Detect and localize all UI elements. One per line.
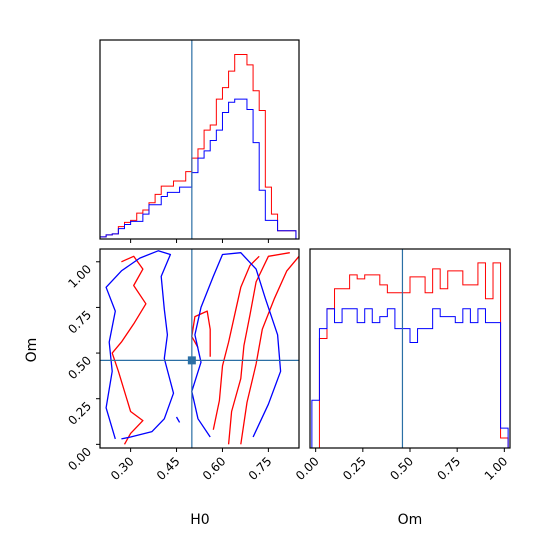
- om-xtick-label-0: 0.00: [293, 454, 322, 483]
- contour-y-ticks: 0.00 0.25 0.50 0.75 1.00: [65, 261, 100, 474]
- contour-ytick-label-0: 0.00: [65, 445, 94, 474]
- om-xtick-label-1: 0.25: [340, 454, 369, 483]
- om-marginal-ticks: 0.00 0.25 0.50 0.75 1.00: [293, 448, 510, 483]
- om-histogram-series-0: [311, 262, 509, 448]
- x-axis-label-om: Om: [398, 512, 423, 528]
- contour-series-1-line-2: [175, 416, 181, 423]
- om-histogram-marks: [311, 249, 509, 448]
- contour-series-0-line-4: [191, 310, 211, 357]
- contour-ytick-label-2: 0.50: [65, 353, 94, 382]
- contour-marks: [100, 249, 299, 448]
- contour-frame: [99, 248, 300, 449]
- om-xtick-label-4: 1.00: [482, 454, 511, 483]
- y-axis-label-om: Om: [24, 338, 40, 363]
- h0-marginal-panel: [99, 39, 300, 243]
- contour-ytick-label-1: 0.25: [65, 399, 94, 428]
- contour-xtick-label-1: 0.45: [154, 454, 183, 483]
- contour-series-0-line-2: [212, 255, 260, 430]
- om-xtick-label-3: 0.75: [434, 454, 463, 483]
- x-axis-label-h0: H0: [190, 512, 209, 528]
- om-marginal-panel: 0.00 0.25 0.50 0.75 1.00 Om: [293, 248, 511, 528]
- h0-marginal-frame: [99, 39, 300, 240]
- h0-histogram-marks: [100, 40, 297, 239]
- contour-ytick-label-3: 0.75: [65, 308, 94, 337]
- contour-x-ticks: 0.30 0.45 0.60 0.75: [108, 448, 275, 483]
- contour-ytick-label-4: 1.00: [65, 262, 94, 291]
- contour-series-0-line-0: [111, 255, 147, 445]
- om-histogram-series-1: [311, 308, 509, 448]
- contour-truth-point: [187, 356, 196, 365]
- contour-series-1-line-0: [105, 250, 175, 440]
- h0-histogram-series-1: [100, 98, 297, 239]
- h0-marginal-ticks: [130, 239, 269, 243]
- om-xtick-label-2: 0.50: [387, 454, 416, 483]
- h0-histogram-series-0: [100, 54, 297, 239]
- contour-series-0-line-3: [240, 255, 299, 445]
- contour-series-0-line-1: [227, 252, 290, 445]
- contour-xtick-label-3: 0.75: [246, 454, 275, 483]
- contour-xtick-label-0: 0.30: [108, 454, 137, 483]
- h0-om-contour-panel: 0.30 0.45 0.60 0.75 0.00 0.25 0.50 0.75 1.00 H0…: [24, 248, 300, 528]
- contour-series-1-line-1: [191, 252, 282, 438]
- contour-xtick-label-2: 0.60: [200, 454, 229, 483]
